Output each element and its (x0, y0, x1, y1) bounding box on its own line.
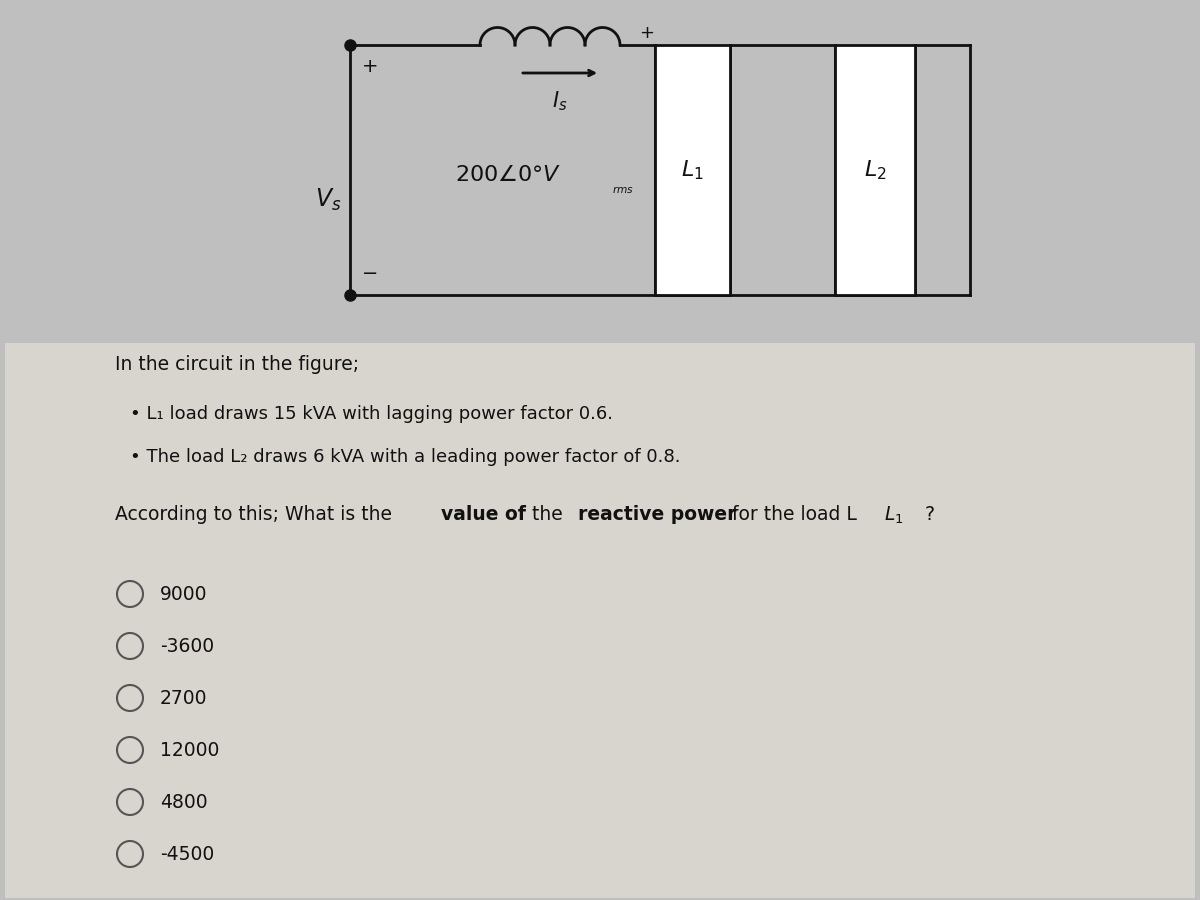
Text: $I_s$: $I_s$ (552, 89, 568, 112)
Text: +: + (640, 24, 654, 42)
Text: value of: value of (442, 505, 527, 524)
Text: In the circuit in the figure;: In the circuit in the figure; (115, 355, 359, 374)
Text: $200\angle0°V$: $200\angle0°V$ (455, 165, 562, 185)
Text: -3600: -3600 (160, 636, 214, 655)
Text: reactive power: reactive power (578, 505, 737, 524)
Text: $_{rms}$: $_{rms}$ (612, 181, 635, 195)
Bar (835, 45, 916, 295)
Text: $L_1$: $L_1$ (682, 158, 704, 182)
Text: $V_s$: $V_s$ (314, 187, 341, 213)
Text: 12000: 12000 (160, 741, 220, 760)
Text: for the load L: for the load L (726, 505, 857, 524)
Text: 9000: 9000 (160, 584, 208, 604)
Text: $L_1$: $L_1$ (883, 505, 904, 526)
Text: −: − (660, 264, 674, 282)
Text: 2700: 2700 (160, 688, 208, 707)
Text: • The load L₂ draws 6 kVA with a leading power factor of 0.8.: • The load L₂ draws 6 kVA with a leading… (130, 448, 680, 466)
Text: +: + (660, 54, 674, 72)
Text: • L₁ load draws 15 kVA with lagging power factor 0.6.: • L₁ load draws 15 kVA with lagging powe… (130, 405, 613, 423)
Text: the: the (526, 505, 569, 524)
Text: ?: ? (919, 505, 935, 524)
Text: -4500: -4500 (160, 844, 215, 863)
Bar (655, 45, 730, 295)
Text: −: − (362, 264, 378, 283)
Text: $L_2$: $L_2$ (864, 158, 887, 182)
Text: According to this; What is the: According to this; What is the (115, 505, 398, 524)
Text: +: + (361, 58, 378, 76)
FancyBboxPatch shape (5, 343, 1195, 898)
Text: 4800: 4800 (160, 793, 208, 812)
